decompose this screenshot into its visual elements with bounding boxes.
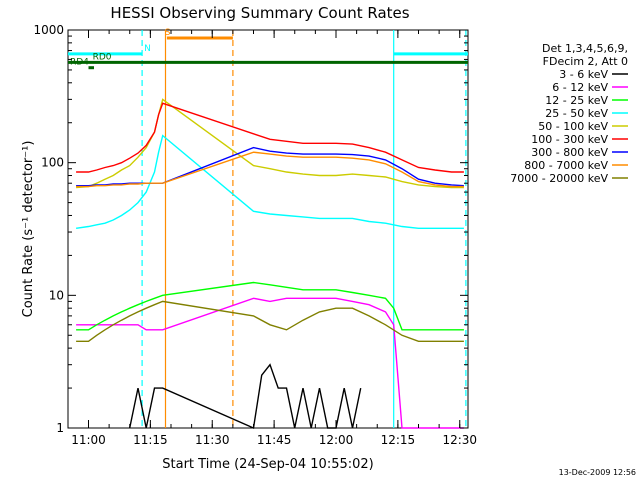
x-tick-label: 12:30: [442, 433, 477, 447]
legend-entry: 7000 - 20000 keV: [510, 172, 608, 185]
x-tick-label: 12:00: [319, 433, 354, 447]
legend-header: Det 1,3,4,5,6,9,: [542, 42, 628, 55]
plot-frame: [67, 29, 469, 429]
legend: Det 1,3,4,5,6,9,FDecim 2, Att 03 - 6 keV…: [510, 42, 628, 185]
flag-label: S: [165, 28, 171, 38]
series-line: [76, 300, 464, 342]
marker-lines: [141, 30, 467, 428]
legend-entry: 100 - 300 keV: [531, 133, 608, 146]
series-layer: [75, 98, 464, 430]
x-tick-label: 11:45: [257, 433, 292, 447]
x-tick-label: 11:00: [71, 433, 106, 447]
y-tick-label: 1: [56, 421, 64, 435]
legend-entry: 50 - 100 keV: [538, 120, 608, 133]
series-line: [76, 146, 464, 187]
legend-header: FDecim 2, Att 0: [543, 55, 628, 68]
series-line: [129, 363, 362, 430]
series-line: [76, 281, 464, 331]
y-tick-label: 10: [49, 288, 64, 302]
legend-entry: 25 - 50 keV: [545, 107, 608, 120]
x-tick-label: 11:30: [195, 433, 230, 447]
legend-entry: 300 - 800 keV: [531, 146, 608, 159]
axes-layer: 1 10 100 1000 11:00 11:15 11:30 11:45 12:00 12:15…: [33, 23, 477, 447]
legend-entry: 12 - 25 keV: [545, 94, 608, 107]
footer-timestamp: 13-Dec-2009 12:56: [559, 468, 636, 477]
series-line: [75, 134, 464, 230]
x-axis-label: Start Time (24-Sep-04 10:55:02): [162, 457, 373, 472]
flag-layer: N S RD0 RD4: [68, 28, 468, 70]
series-line: [76, 102, 464, 173]
series-line: [76, 151, 464, 188]
legend-entry: 6 - 12 keV: [552, 81, 608, 94]
flag-label: RD0: [93, 52, 112, 62]
y-tick-label: 1000: [33, 23, 64, 37]
flag-label: RD4: [70, 58, 89, 68]
flag-label: N: [144, 44, 151, 54]
legend-entry: 3 - 6 keV: [559, 68, 608, 81]
x-tick-label: 11:15: [133, 433, 168, 447]
y-axis-label: Count Rate (s⁻¹ detector⁻¹): [21, 141, 36, 318]
chart-title: HESSI Observing Summary Count Rates: [110, 4, 409, 22]
legend-entry: 800 - 7000 keV: [524, 159, 608, 172]
x-tick-label: 12:15: [381, 433, 416, 447]
y-tick-label: 100: [41, 156, 64, 170]
series-line: [76, 98, 464, 189]
